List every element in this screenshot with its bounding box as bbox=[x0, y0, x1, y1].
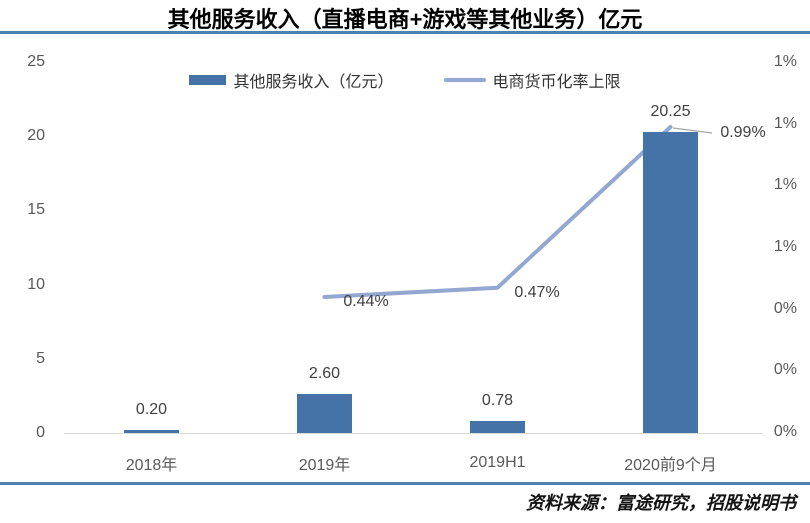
line-swatch-icon bbox=[443, 78, 486, 82]
y-axis-left-tick: 25 bbox=[27, 53, 45, 70]
y-axis-right-tick: 1% bbox=[773, 114, 797, 132]
y-axis-left-tick: 0 bbox=[36, 424, 45, 441]
y-axis-left-tick: 20 bbox=[27, 127, 45, 145]
chart-title: 其他服务收入（直播电商+游戏等其他业务）亿元 bbox=[167, 7, 643, 32]
bar-value-label: 0.78 bbox=[481, 392, 514, 410]
y-axis-right-tick: 0% bbox=[773, 299, 797, 317]
bar-value-label: 2.60 bbox=[308, 365, 341, 383]
x-axis-line bbox=[64, 433, 763, 434]
rate-value-label: 0.99% bbox=[720, 124, 766, 141]
bar-value-label: 20.25 bbox=[650, 103, 691, 121]
rate-value-label: 0.44% bbox=[343, 293, 389, 310]
y-axis-left-tick: 10 bbox=[27, 275, 45, 293]
y-axis-right-tick: 0% bbox=[773, 423, 797, 440]
bar-swatch-icon bbox=[189, 75, 227, 85]
revenue-bar bbox=[470, 421, 525, 433]
y-axis-left-tick: 5 bbox=[36, 349, 45, 367]
x-axis-label: 2018年 bbox=[125, 457, 178, 474]
legend-rate-label: 电商货币化率上限 bbox=[492, 74, 621, 91]
legend-item-rate: 电商货币化率上限 bbox=[443, 68, 621, 92]
revenue-bar bbox=[297, 394, 352, 433]
y-axis-left-tick: 15 bbox=[27, 201, 45, 219]
bar-value-label: 0.20 bbox=[135, 401, 168, 419]
rate-line bbox=[322, 124, 673, 299]
legend-item-revenue: 其他服务收入（亿元） bbox=[189, 68, 394, 92]
y-axis-right-tick: 1% bbox=[773, 176, 797, 194]
y-axis-right-tick: 1% bbox=[773, 238, 797, 255]
x-axis-label: 2019H1 bbox=[469, 454, 526, 471]
footer-divider bbox=[0, 482, 810, 485]
title-divider bbox=[0, 31, 810, 34]
revenue-bar bbox=[124, 430, 179, 433]
x-axis-label: 2019年 bbox=[298, 457, 351, 474]
y-axis-right-tick: 1% bbox=[773, 53, 797, 70]
y-axis-right-tick: 0% bbox=[773, 361, 797, 379]
x-axis-label: 2020前9个月 bbox=[624, 457, 717, 474]
legend-revenue-label: 其他服务收入（亿元） bbox=[233, 74, 394, 91]
legend: 其他服务收入（亿元） 电商货币化率上限 bbox=[0, 68, 810, 92]
source-note: 资料来源：富途研究，招股说明书 bbox=[526, 493, 796, 513]
rate-value-label: 0.47% bbox=[514, 284, 560, 301]
revenue-bar bbox=[643, 132, 698, 433]
